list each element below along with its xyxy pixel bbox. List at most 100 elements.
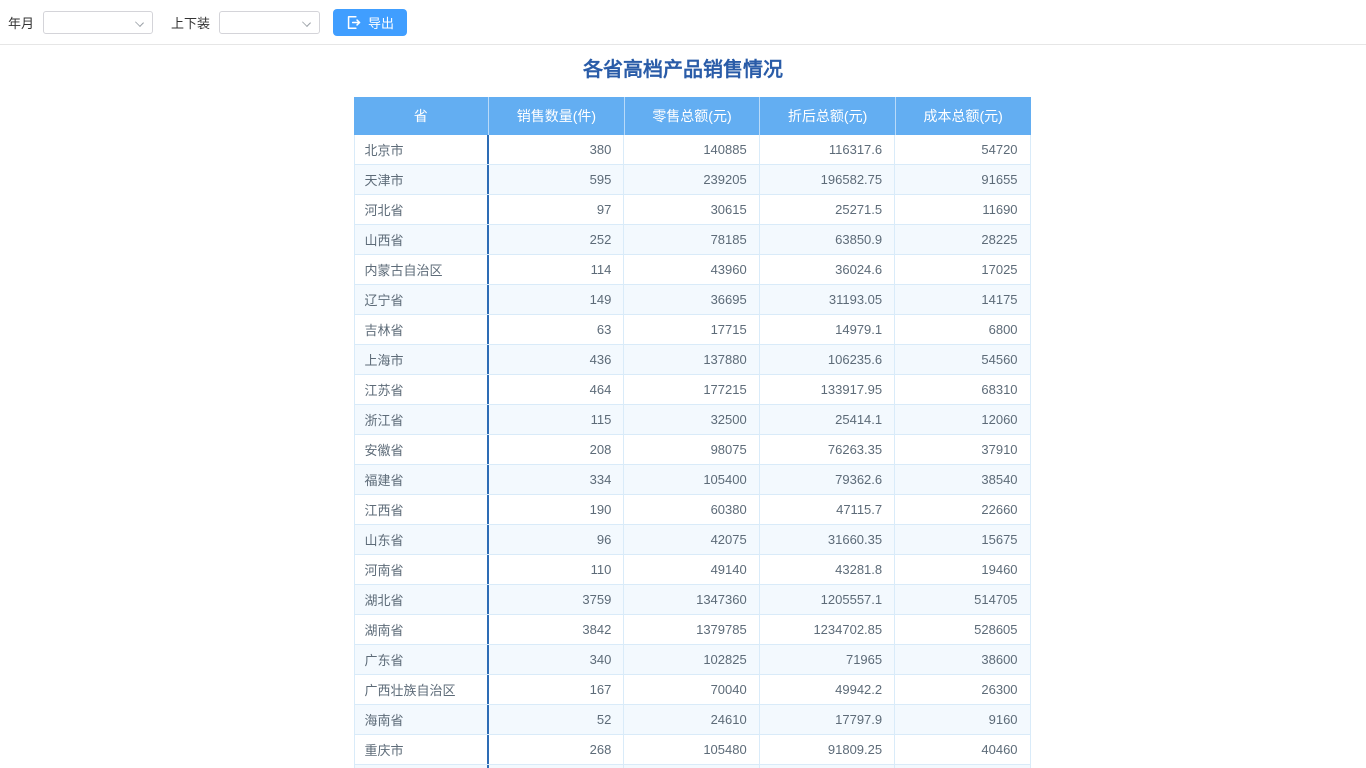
province-cell: [355, 765, 489, 768]
table-row: 北京市 380 140885 116317.6 54720: [354, 135, 1031, 165]
value-cell: 12060: [895, 405, 1031, 434]
table-row: 江西省 190 60380 47115.7 22660: [354, 495, 1031, 525]
province-cell: 福建省: [355, 465, 489, 494]
value-cell: 9160: [895, 705, 1031, 734]
table-row: 浙江省 115 32500 25414.1 12060: [354, 405, 1031, 435]
value-cell: 340: [489, 645, 625, 674]
value-cell: 40460: [895, 735, 1031, 764]
table-row: 辽宁省 149 36695 31193.05 14175: [354, 285, 1031, 315]
export-button[interactable]: 导出: [333, 8, 408, 36]
value-cell: 116317.6: [760, 135, 896, 164]
value-cell: 14175: [895, 285, 1031, 314]
value-cell: [760, 765, 896, 768]
table-row: 湖南省 3842 1379785 1234702.85 528605: [354, 615, 1031, 645]
value-cell: 30615: [624, 195, 760, 224]
province-cell: 江西省: [355, 495, 489, 524]
table-row: 河南省 110 49140 43281.8 19460: [354, 555, 1031, 585]
value-cell: 37910: [895, 435, 1031, 464]
value-cell: 43281.8: [760, 555, 896, 584]
export-icon: [346, 15, 361, 30]
value-cell: 71965: [760, 645, 896, 674]
value-cell: 380: [489, 135, 625, 164]
value-cell: 6800: [895, 315, 1031, 344]
value-cell: 268: [489, 735, 625, 764]
value-cell: 98075: [624, 435, 760, 464]
table-row: 广西壮族自治区 167 70040 49942.2 26300: [354, 675, 1031, 705]
column-header: 销售数量(件): [489, 97, 625, 135]
value-cell: 167: [489, 675, 625, 704]
table-row: 江苏省 464 177215 133917.95 68310: [354, 375, 1031, 405]
year-month-label: 年月: [8, 15, 35, 31]
table-row: 重庆市 268 105480 91809.25 40460: [354, 735, 1031, 765]
value-cell: 137880: [624, 345, 760, 374]
province-cell: 辽宁省: [355, 285, 489, 314]
province-cell: 吉林省: [355, 315, 489, 344]
value-cell: 102825: [624, 645, 760, 674]
value-cell: 11690: [895, 195, 1031, 224]
province-cell: 重庆市: [355, 735, 489, 764]
value-cell: 43960: [624, 255, 760, 284]
table-row: 湖北省 3759 1347360 1205557.1 514705: [354, 585, 1031, 615]
value-cell: 52: [489, 705, 625, 734]
column-header: 折后总额(元): [760, 97, 896, 135]
value-cell: 106235.6: [760, 345, 896, 374]
value-cell: 105480: [624, 735, 760, 764]
value-cell: 76263.35: [760, 435, 896, 464]
value-cell: 60380: [624, 495, 760, 524]
province-cell: 山东省: [355, 525, 489, 554]
province-cell: 山西省: [355, 225, 489, 254]
value-cell: 31193.05: [760, 285, 896, 314]
value-cell: [624, 765, 760, 768]
value-cell: 25271.5: [760, 195, 896, 224]
value-cell: 436: [489, 345, 625, 374]
value-cell: 149: [489, 285, 625, 314]
value-cell: 17025: [895, 255, 1031, 284]
province-cell: 河南省: [355, 555, 489, 584]
value-cell: 91809.25: [760, 735, 896, 764]
province-cell: 湖南省: [355, 615, 489, 644]
toolbar: 年月 上下装 导出: [0, 0, 1366, 45]
province-cell: 海南省: [355, 705, 489, 734]
value-cell: 79362.6: [760, 465, 896, 494]
table-body: 北京市 380 140885 116317.6 54720 天津市 595 239205 196…: [353, 135, 1031, 768]
table-row: 福建省 334 105400 79362.6 38540: [354, 465, 1031, 495]
province-cell: 内蒙古自治区: [355, 255, 489, 284]
value-cell: 14979.1: [760, 315, 896, 344]
value-cell: 15675: [895, 525, 1031, 554]
value-cell: 26300: [895, 675, 1031, 704]
category-select[interactable]: [219, 10, 321, 34]
province-cell: 浙江省: [355, 405, 489, 434]
value-cell: 38600: [895, 645, 1031, 674]
value-cell: 54720: [895, 135, 1031, 164]
value-cell: 31660.35: [760, 525, 896, 554]
value-cell: 25414.1: [760, 405, 896, 434]
value-cell: 97: [489, 195, 625, 224]
export-button-label: 导出: [368, 15, 395, 31]
value-cell: 514705: [895, 585, 1031, 614]
page-title: 各省高档产品销售情况: [583, 59, 783, 81]
value-cell: 177215: [624, 375, 760, 404]
value-cell: 190: [489, 495, 625, 524]
value-cell: 114: [489, 255, 625, 284]
value-cell: 208: [489, 435, 625, 464]
province-cell: 广西壮族自治区: [355, 675, 489, 704]
table-row: 海南省 52 24610 17797.9 9160: [354, 705, 1031, 735]
value-cell: 63850.9: [760, 225, 896, 254]
value-cell: 54560: [895, 345, 1031, 374]
value-cell: 252: [489, 225, 625, 254]
value-cell: 32500: [624, 405, 760, 434]
value-cell: 38540: [895, 465, 1031, 494]
value-cell: 47115.7: [760, 495, 896, 524]
value-cell: 1205557.1: [760, 585, 896, 614]
value-cell: 49140: [624, 555, 760, 584]
table-row: 上海市 436 137880 106235.6 54560: [354, 345, 1031, 375]
table-row: 内蒙古自治区 114 43960 36024.6 17025: [354, 255, 1031, 285]
value-cell: 464: [489, 375, 625, 404]
value-cell: 133917.95: [760, 375, 896, 404]
value-cell: 528605: [895, 615, 1031, 644]
value-cell: 70040: [624, 675, 760, 704]
value-cell: 110: [489, 555, 625, 584]
value-cell: 1234702.85: [760, 615, 896, 644]
value-cell: 17797.9: [760, 705, 896, 734]
year-month-select[interactable]: [43, 10, 154, 34]
